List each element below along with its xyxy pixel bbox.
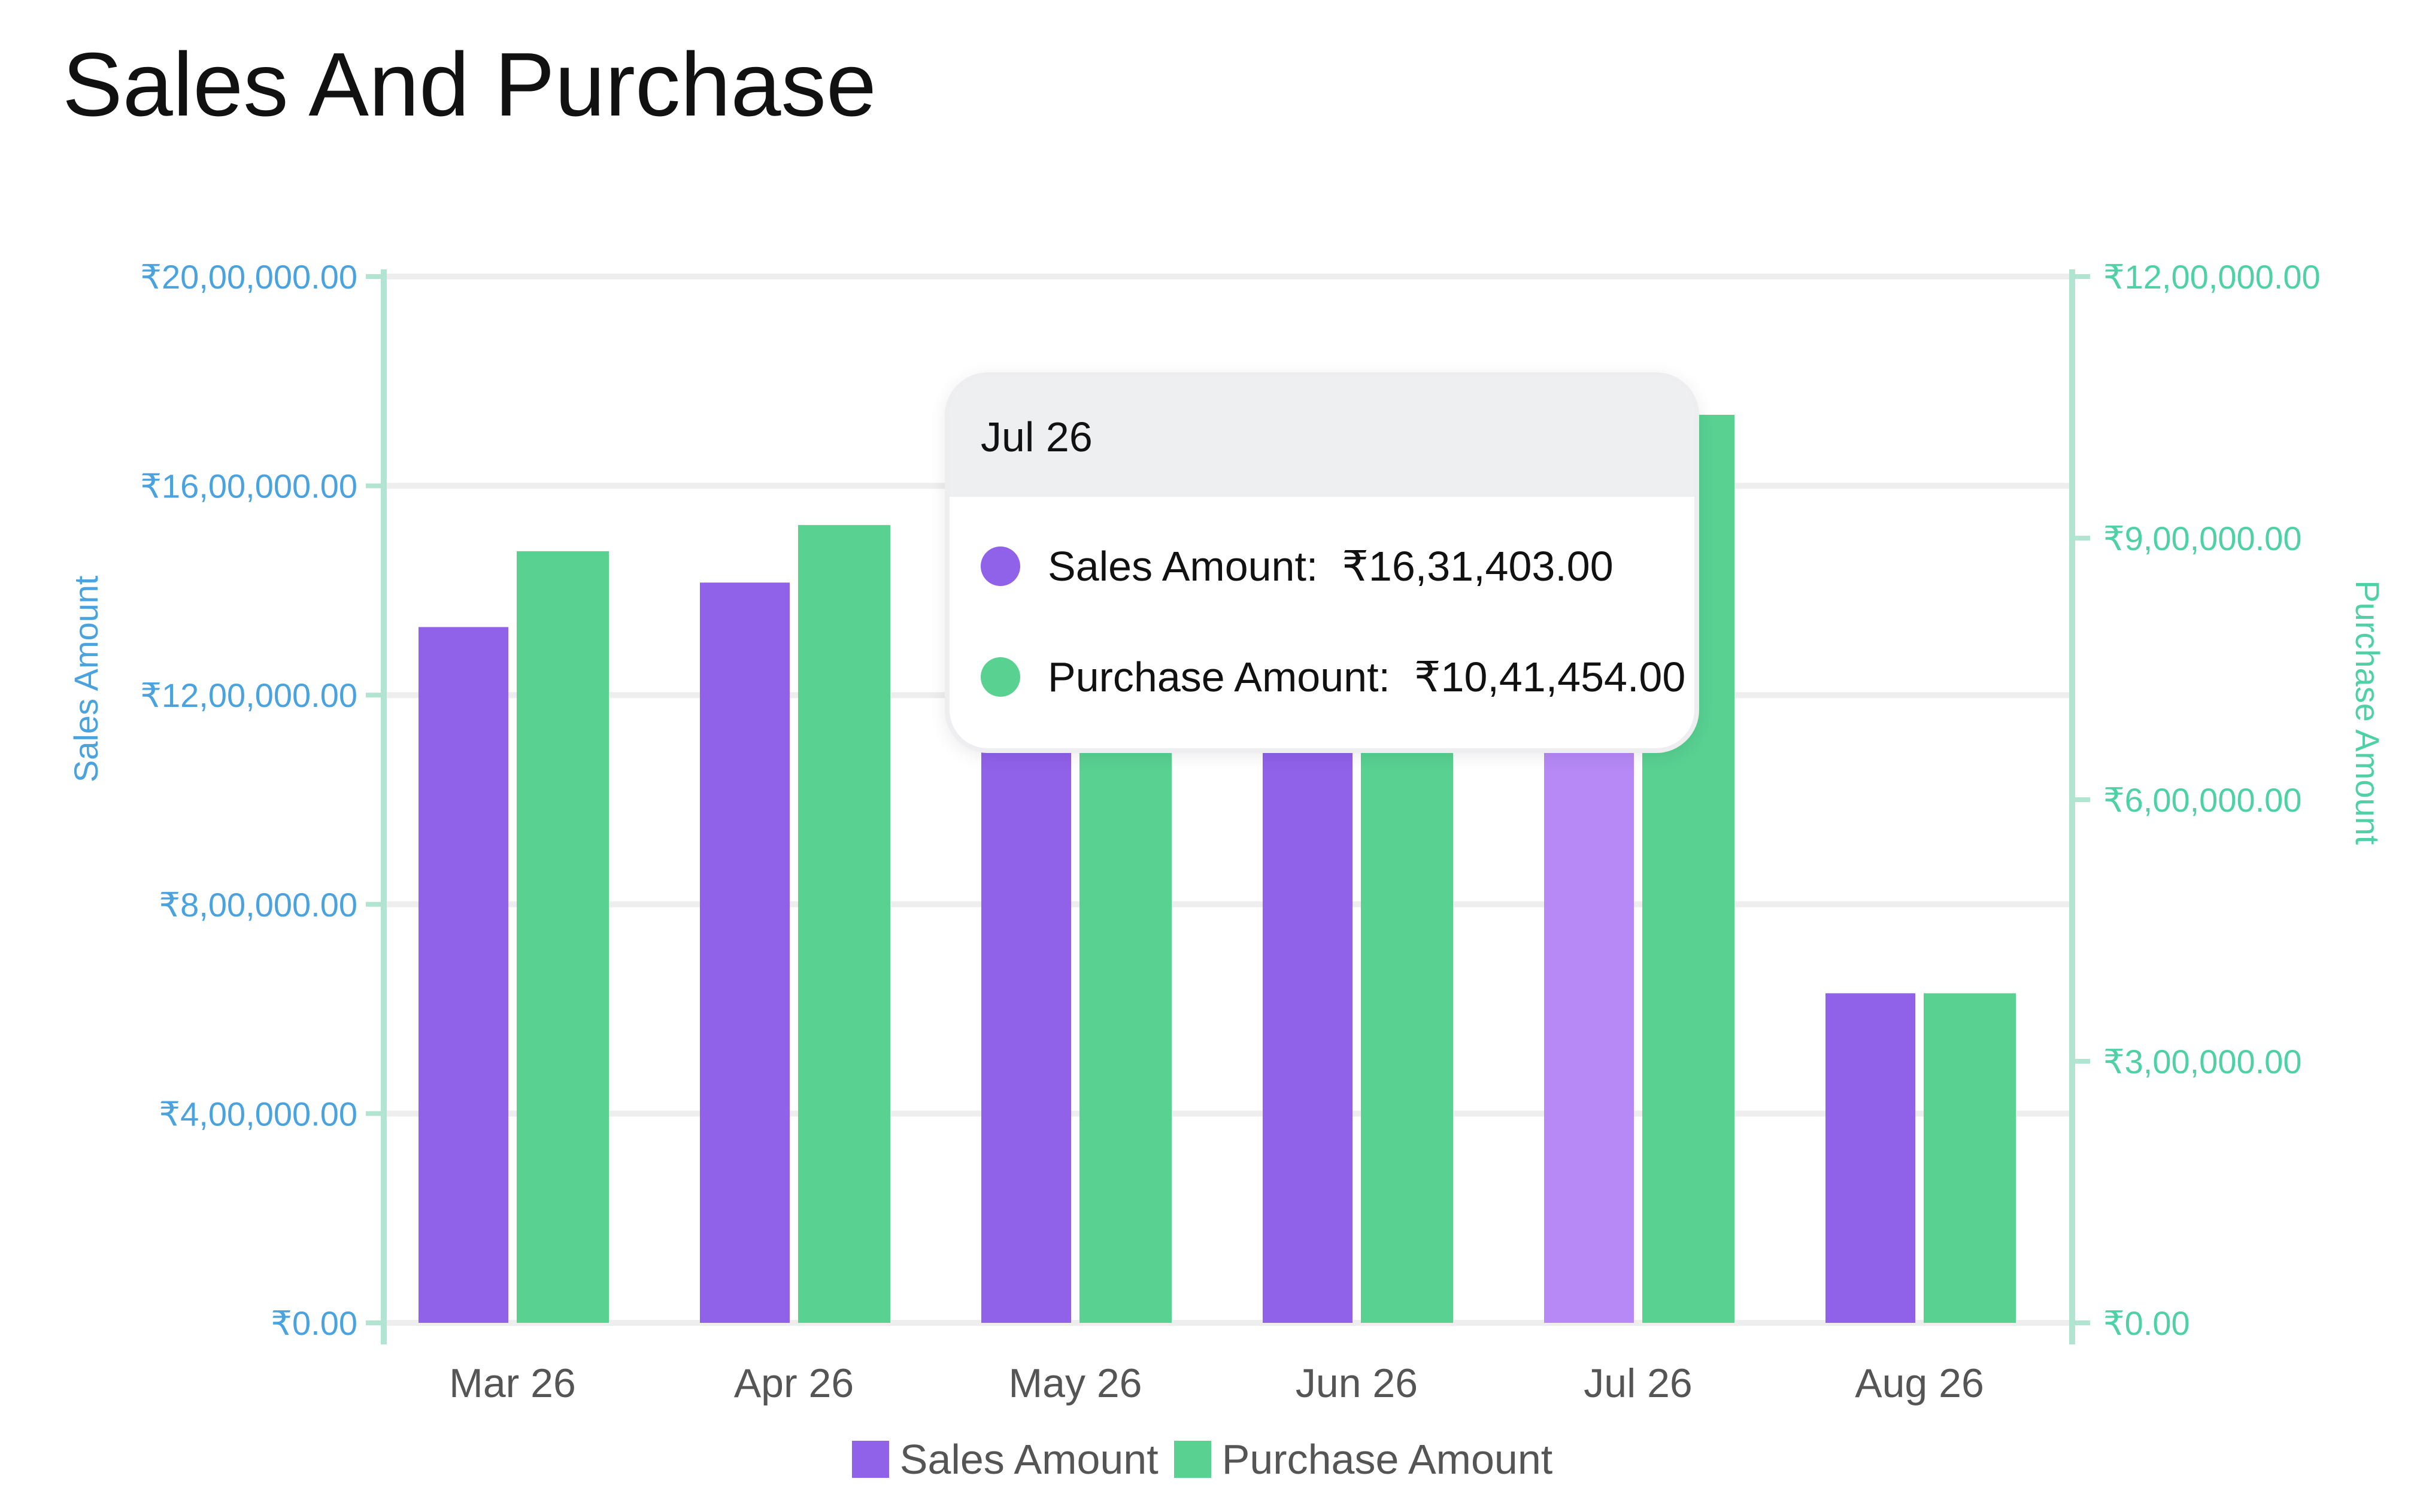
tooltip-row-sales: Sales Amount: ₹16,31,403.00 (981, 542, 1614, 591)
bar-sales-mar-26[interactable] (419, 627, 508, 1323)
bar-purchase-aug-26[interactable] (1924, 993, 2016, 1323)
bar-sales-apr-26[interactable] (700, 582, 790, 1323)
left-axis-tick-label: ₹12,00,000.00 (140, 676, 357, 714)
right-axis-tick-label: ₹9,00,000.00 (2103, 520, 2301, 557)
axis-labels: ₹0.00 ₹4,00,000.00 ₹8,00,000.00 ₹12,00,000.… (67, 258, 2386, 1406)
bar-purchase-apr-26[interactable] (798, 525, 890, 1323)
axes (366, 269, 2090, 1344)
tooltip-sales-value: ₹16,31,403.00 (1342, 543, 1614, 590)
bar-sales-jun-26[interactable] (1263, 642, 1352, 1323)
right-axis-tick-label: ₹3,00,000.00 (2103, 1043, 2301, 1080)
left-axis-title: Sales Amount (67, 575, 105, 782)
legend-item-purchase[interactable]: Purchase Amount (1173, 1435, 1553, 1483)
purchase-dot-icon (981, 657, 1020, 697)
bar-sales-aug-26[interactable] (1825, 993, 1915, 1323)
right-axis-tick-label: ₹0.00 (2103, 1304, 2190, 1342)
chart-legend: Sales Amount Purchase Amount (0, 1435, 2420, 1483)
tooltip-purchase-value: ₹10,41,454.00 (1414, 654, 1686, 700)
bar-purchase-mar-26[interactable] (517, 551, 609, 1323)
chart-tooltip: Jul 26 Sales Amount: ₹16,31,403.00 Purch… (945, 372, 1699, 753)
x-axis-tick-label: Jul 26 (1584, 1361, 1692, 1406)
left-axis-tick-label: ₹16,00,000.00 (140, 467, 357, 505)
left-axis-tick-label: ₹20,00,000.00 (140, 258, 357, 296)
x-axis-tick-label: Mar 26 (449, 1361, 576, 1406)
legend-swatch-sales (851, 1441, 889, 1478)
bar-sales-may-26[interactable] (981, 642, 1071, 1323)
right-axis-title: Purchase Amount (2349, 580, 2386, 845)
legend-item-sales[interactable]: Sales Amount (851, 1435, 1159, 1483)
tooltip-row-purchase: Purchase Amount: ₹10,41,454.00 (981, 652, 1685, 702)
left-axis-tick-label: ₹8,00,000.00 (159, 886, 357, 924)
chart-title: Sales And Purchase (62, 34, 877, 135)
left-axis-tick-label: ₹4,00,000.00 (159, 1095, 357, 1133)
tooltip-sales-label: Sales Amount: (1048, 543, 1318, 590)
bars (419, 414, 2016, 1323)
x-axis-tick-label: May 26 (1009, 1361, 1142, 1406)
legend-label-purchase: Purchase Amount (1221, 1436, 1553, 1483)
x-axis-tick-label: Apr 26 (734, 1361, 854, 1406)
right-axis-tick-label: ₹12,00,000.00 (2103, 258, 2321, 296)
legend-label-sales: Sales Amount (899, 1436, 1159, 1483)
right-axis-tick-label: ₹6,00,000.00 (2103, 781, 2301, 819)
tooltip-title: Jul 26 (950, 377, 1694, 497)
x-axis-tick-label: Aug 26 (1855, 1361, 1984, 1406)
sales-dot-icon (981, 546, 1020, 586)
tooltip-purchase-label: Purchase Amount: (1048, 654, 1390, 700)
left-axis-tick-label: ₹0.00 (271, 1304, 357, 1342)
legend-swatch-purchase (1173, 1441, 1211, 1478)
x-axis-tick-label: Jun 26 (1296, 1361, 1418, 1406)
